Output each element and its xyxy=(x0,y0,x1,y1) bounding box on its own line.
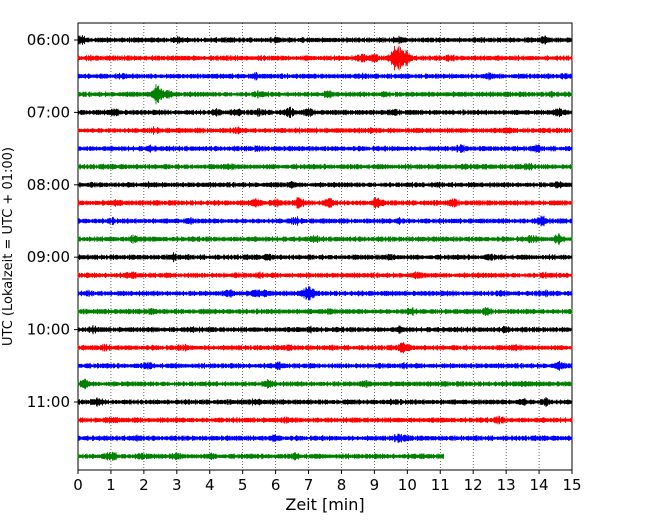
x-axis-ticks: 0 1 2 3 4 5 6 7 8 9 10 11 12 13 14 15 xyxy=(73,470,582,494)
seismic-trace-0615 xyxy=(77,45,573,71)
x-tick-label: 0 xyxy=(73,476,83,494)
y-tick-label: 10:00 xyxy=(27,321,70,339)
y-tick-label: 07:00 xyxy=(27,103,70,121)
seismic-trace-1045 xyxy=(77,378,573,390)
x-tick-label: 2 xyxy=(139,476,149,494)
x-tick-label: 12 xyxy=(464,476,483,494)
x-tick-label: 1 xyxy=(106,476,116,494)
seismic-trace-1130 xyxy=(77,433,573,443)
seismic-trace-0930 xyxy=(77,286,573,301)
plot-frame xyxy=(77,22,573,471)
x-axis-label: Zeit [min] xyxy=(285,495,364,514)
seismic-trace-0900 xyxy=(77,252,573,263)
y-tick-label: 11:00 xyxy=(27,393,70,411)
seismic-trace-0730 xyxy=(77,144,573,153)
x-tick-label: 7 xyxy=(304,476,314,494)
seismic-trace-0915 xyxy=(77,271,573,280)
seismic-trace-0800 xyxy=(77,180,573,189)
y-tick-label: 08:00 xyxy=(27,176,70,194)
seismic-trace-0600 xyxy=(77,35,573,45)
seismic-trace-0815 xyxy=(77,197,573,209)
x-tick-label: 5 xyxy=(238,476,248,494)
x-tick-label: 8 xyxy=(337,476,347,494)
seismic-trace-1015 xyxy=(77,342,573,354)
seismic-trace-0745 xyxy=(77,162,573,171)
y-axis-ticks: 06:00 07:00 08:00 09:00 10:00 11:00 xyxy=(27,31,78,411)
seismic-trace-1000 xyxy=(77,324,573,335)
seismic-trace-0830 xyxy=(77,215,573,227)
seismic-trace-0845 xyxy=(77,233,573,246)
x-tick-label: 15 xyxy=(562,476,581,494)
x-tick-label: 13 xyxy=(497,476,516,494)
x-tick-label: 10 xyxy=(398,476,417,494)
y-tick-label: 06:00 xyxy=(27,31,70,49)
seismic-trace-0945 xyxy=(77,307,573,316)
seismic-traces xyxy=(77,35,573,461)
seismic-trace-1115 xyxy=(77,415,573,425)
seismic-trace-0630 xyxy=(77,72,573,81)
seismic-trace-0700 xyxy=(77,106,573,119)
seismic-trace-1145 xyxy=(77,451,444,461)
seismic-trace-0715 xyxy=(77,126,573,135)
x-tick-label: 3 xyxy=(172,476,182,494)
x-tick-label: 9 xyxy=(370,476,380,494)
x-tick-label: 6 xyxy=(271,476,281,494)
x-tick-label: 4 xyxy=(205,476,215,494)
y-tick-label: 09:00 xyxy=(27,248,70,266)
x-tick-label: 11 xyxy=(431,476,450,494)
seismic-trace-1030 xyxy=(77,360,573,371)
y-axis-label: UTC (Lokalzeit = UTC + 01:00) xyxy=(1,147,16,346)
x-tick-label: 14 xyxy=(530,476,549,494)
seismic-trace-0645 xyxy=(77,84,573,105)
seismic-trace-1100 xyxy=(77,396,573,408)
x-gridlines xyxy=(110,23,540,470)
